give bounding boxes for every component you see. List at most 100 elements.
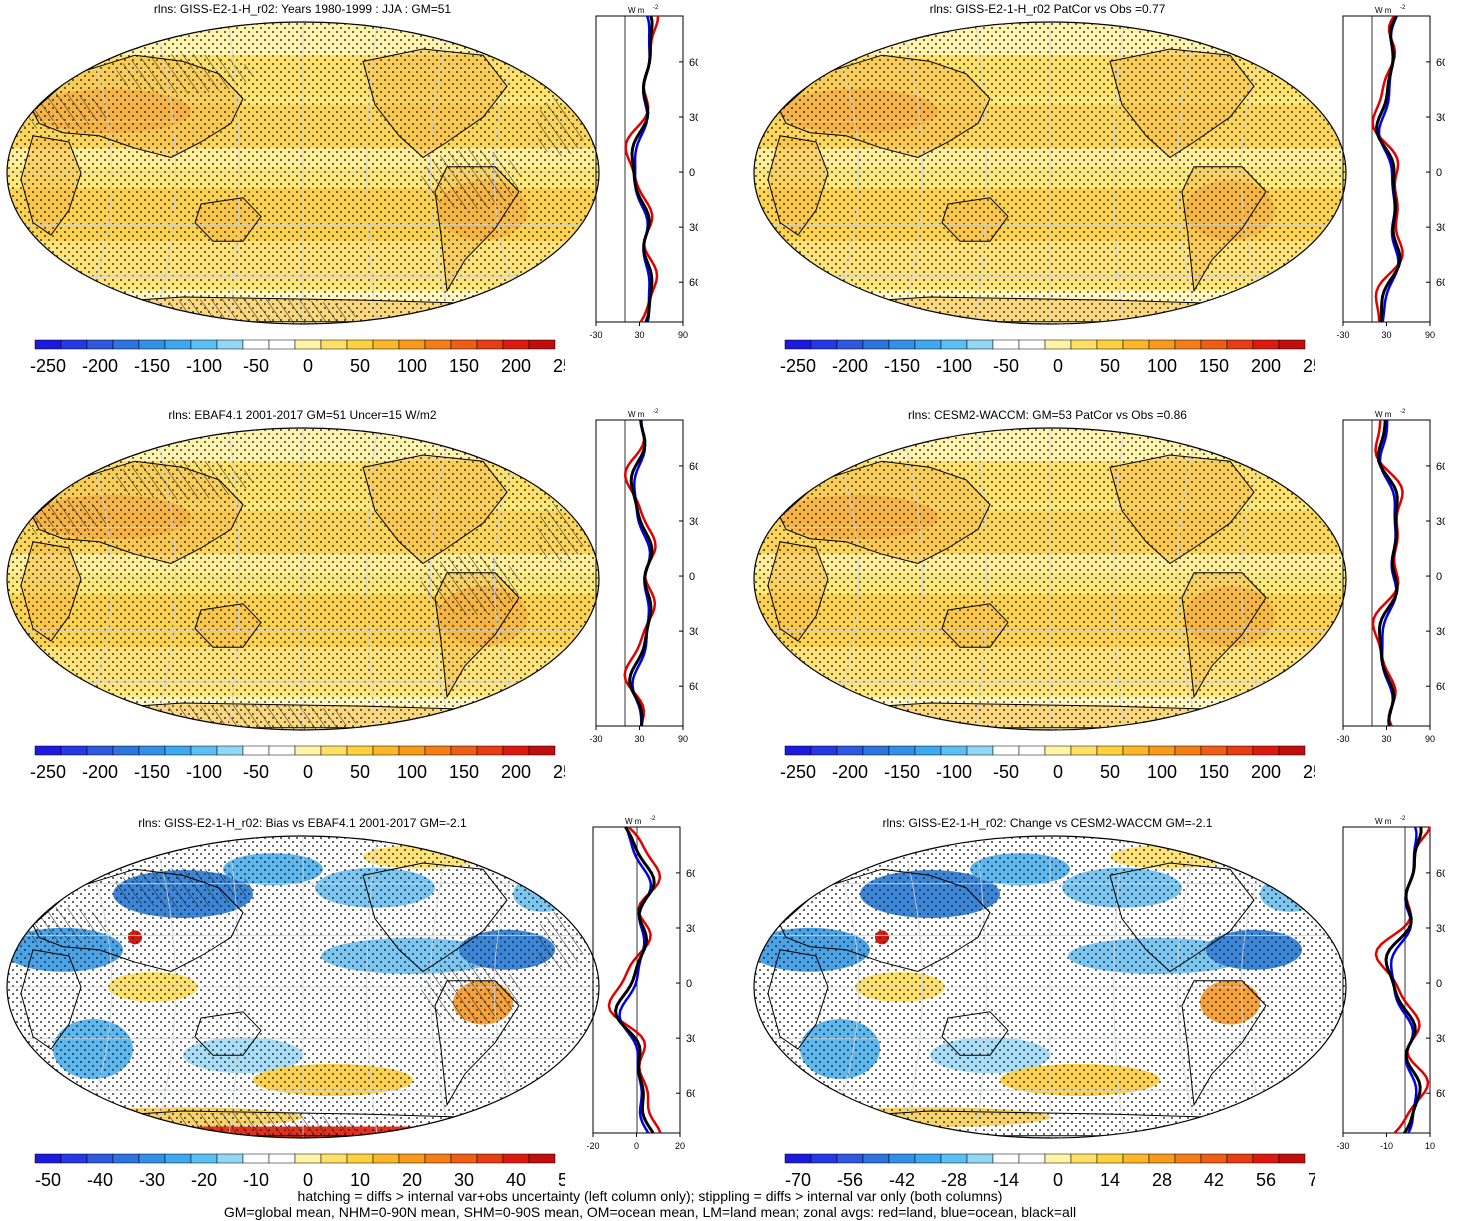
hatching <box>113 53 253 94</box>
colorbar-swatch <box>502 339 530 350</box>
graticule-line <box>1177 22 1201 324</box>
colorbar-swatch <box>1070 339 1098 350</box>
colorbar-swatch <box>60 745 88 756</box>
lat-tick-label: 30N <box>1436 923 1445 935</box>
colorbar-swatch <box>1200 339 1228 350</box>
value-tick-label: -20 <box>586 1141 599 1151</box>
colorbar-label: 0 <box>1053 356 1063 376</box>
colorbar-label: 250 <box>1303 356 1315 376</box>
graticule-line <box>1177 836 1201 1138</box>
colorbar-swatch <box>242 339 270 350</box>
colorbar-label: 150 <box>449 356 479 376</box>
zonal-series-land <box>1374 826 1432 1134</box>
colorbar-label: -200 <box>82 762 118 782</box>
coastline <box>434 572 520 699</box>
graticule-line <box>152 428 176 730</box>
colorbar-label: 50 <box>1100 762 1120 782</box>
colorbar-swatch <box>320 745 348 756</box>
colorbar-label: -200 <box>82 356 118 376</box>
world-map <box>753 427 1347 731</box>
colorbar-swatch <box>112 745 140 756</box>
coastline <box>194 197 262 242</box>
colorbar-swatch <box>1096 745 1124 756</box>
colorbar-swatch <box>810 745 838 756</box>
colorbar-swatch <box>1174 339 1202 350</box>
colorbar-swatch <box>476 745 504 756</box>
lat-tick-label: 30S <box>1436 222 1445 234</box>
colorbar-swatch <box>966 1153 994 1164</box>
colorbar-label: -30 <box>139 1170 165 1190</box>
coastline <box>767 135 829 236</box>
graticule-line <box>899 22 923 324</box>
colorbar-swatch <box>1200 1153 1228 1164</box>
coastline <box>1181 980 1267 1107</box>
lat-tick-label: 30N <box>686 923 695 935</box>
hatching <box>421 149 521 210</box>
lat-tick-label: 60S <box>1436 681 1445 693</box>
colorbar-swatch <box>1044 745 1072 756</box>
footer-note-hatching: hatching = diffs > internal var+obs unce… <box>297 1188 1003 1204</box>
colorbar-swatch <box>1252 339 1280 350</box>
colorbar-swatch <box>836 745 864 756</box>
graticule-line <box>366 836 379 1138</box>
graticule-line <box>1113 428 1126 730</box>
colorbar-swatch <box>992 1153 1020 1164</box>
colorbar-swatch <box>424 339 452 350</box>
colorbar-swatch <box>992 745 1020 756</box>
graticule-line <box>366 428 379 730</box>
colorbar-label: -50 <box>243 762 269 782</box>
value-tick-label: 90 <box>1425 734 1435 744</box>
coastline <box>779 460 991 565</box>
colorbar-swatch <box>528 1153 556 1164</box>
coastline <box>194 603 262 648</box>
colorbar-swatch <box>372 339 400 350</box>
lat-tick-label: 30S <box>689 626 698 638</box>
colorbar-swatch <box>216 745 244 756</box>
colorbar-swatch <box>34 745 62 756</box>
graticule-line <box>366 22 379 324</box>
zonal-series-all <box>1384 826 1423 1134</box>
panel-title: rlns: EBAF4.1 2001-2017 GM=51 Uncer=15 W… <box>168 408 437 422</box>
colorbar-label: -100 <box>186 356 222 376</box>
colorbar-swatch <box>528 339 556 350</box>
zonal-mean-plot: W m -2 60N 30N 0 30S 60S -30 30 90 <box>589 409 698 744</box>
colorbar-swatch <box>528 745 556 756</box>
colorbar-swatch <box>940 1153 968 1164</box>
colorbar-swatch <box>1096 1153 1124 1164</box>
graticule-line <box>974 428 987 730</box>
coastline <box>941 197 1009 242</box>
colorbar-swatch <box>372 1153 400 1164</box>
colorbar-swatch <box>836 1153 864 1164</box>
lat-tick-label: 30S <box>1436 626 1445 638</box>
colorbar-swatch <box>242 745 270 756</box>
unit-exponent: -2 <box>1400 409 1406 415</box>
colorbar-label: -250 <box>30 356 66 376</box>
colorbar-label: -100 <box>936 762 972 782</box>
graticule-line <box>227 836 240 1138</box>
colorbar-swatch <box>862 745 890 756</box>
colorbar-label: -50 <box>243 356 269 376</box>
colorbar-swatch <box>810 339 838 350</box>
graticule-line <box>899 836 923 1138</box>
zonal-mean-plot: W m -2 60N 30N 0 30S 60S -30 -10 10 <box>1336 816 1445 1151</box>
lat-tick-label: 60S <box>1436 1088 1445 1100</box>
colorbar-swatch <box>294 1153 322 1164</box>
colorbar-label: 50 <box>558 1170 565 1190</box>
colorbar-label: -10 <box>243 1170 269 1190</box>
colorbar-swatch <box>888 745 916 756</box>
lat-tick-label: 0 <box>689 571 695 583</box>
colorbar: -250 -200 -150 -100 -50 0 50 100 150 200 250 <box>780 745 1315 782</box>
colorbar-label: -28 <box>941 1170 967 1190</box>
coastline <box>362 48 508 159</box>
lat-tick-label: 60N <box>1436 57 1445 69</box>
map-border <box>6 427 600 731</box>
value-tick-label: 30 <box>634 734 644 744</box>
colorbar-swatch <box>398 745 426 756</box>
colorbar-label: 150 <box>449 762 479 782</box>
colorbar-swatch <box>1070 1153 1098 1164</box>
coastline <box>20 135 82 236</box>
graticule-line <box>974 836 987 1138</box>
world-map <box>6 427 600 731</box>
unit-label: W m <box>628 410 645 419</box>
colorbar-label: -250 <box>780 762 816 782</box>
